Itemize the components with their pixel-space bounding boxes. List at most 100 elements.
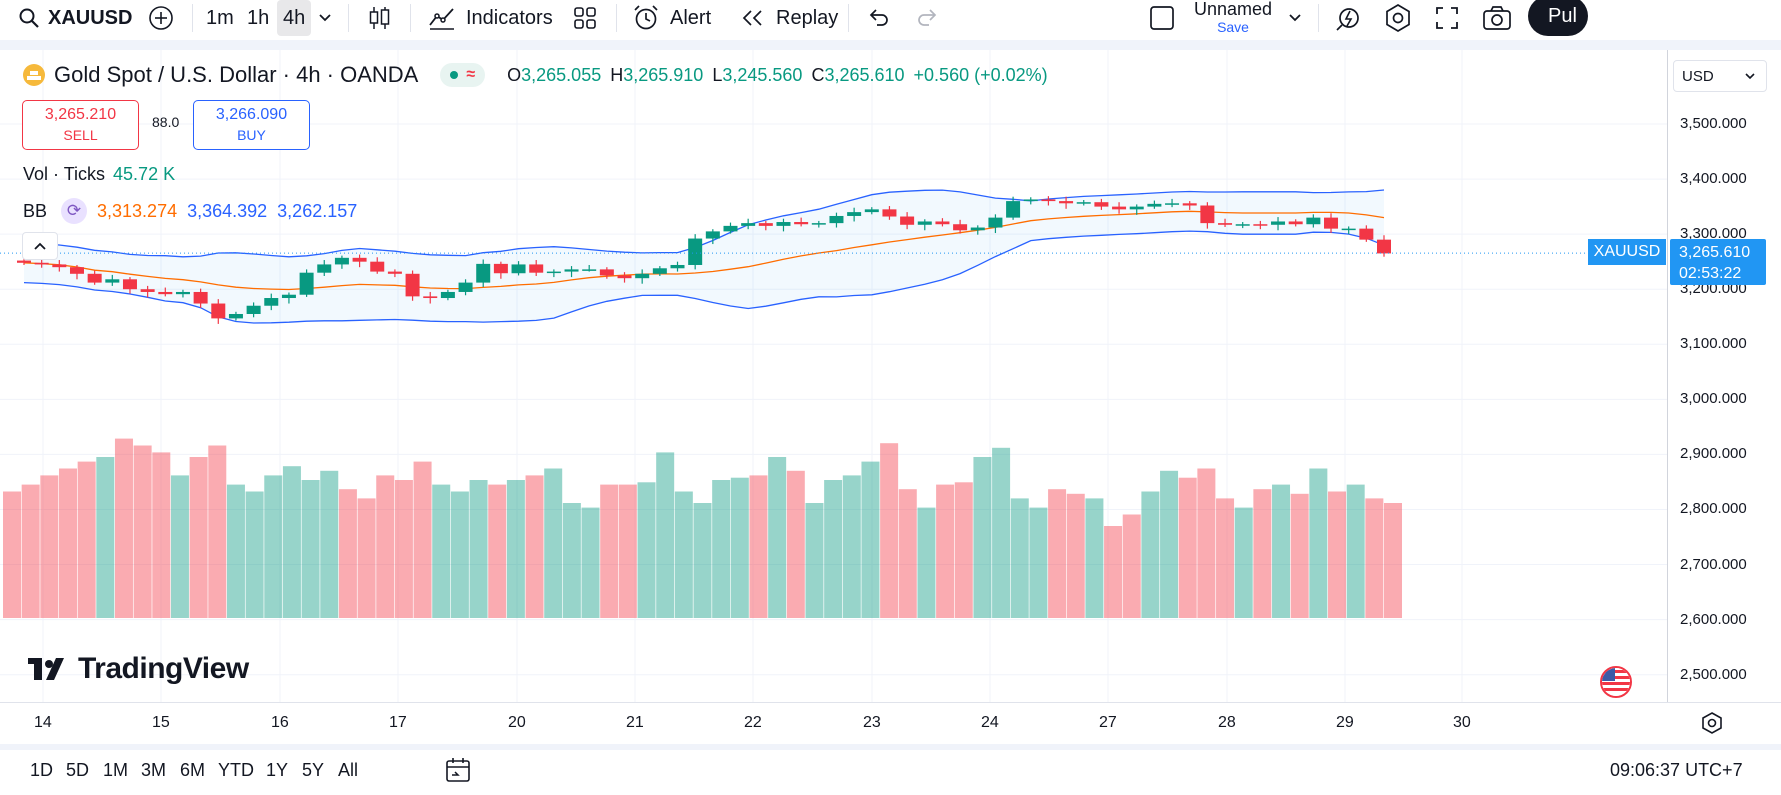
volume-bar <box>264 475 283 618</box>
candle-body <box>352 257 367 262</box>
volume-bar <box>226 484 245 618</box>
currency-select[interactable]: USD <box>1673 60 1767 92</box>
layout-dropdown[interactable] <box>1288 0 1302 36</box>
time-axis-label: 21 <box>626 714 644 731</box>
range-button-5y[interactable]: 5Y <box>302 760 325 780</box>
range-button-1d[interactable]: 1D <box>30 760 54 780</box>
time-axis-label: 14 <box>34 714 52 731</box>
candle-body <box>935 221 950 225</box>
timezone-clock[interactable]: 09:06:37 UTC+7 <box>1610 760 1743 780</box>
volume-bar <box>413 461 432 618</box>
volume-bar <box>1160 470 1179 618</box>
price-chart[interactable] <box>0 50 1667 702</box>
undo-button[interactable] <box>866 0 890 36</box>
layouts-button[interactable] <box>572 0 598 36</box>
quick-search-button[interactable] <box>1334 0 1362 36</box>
volume-bar <box>917 507 936 618</box>
collapse-legend-button[interactable] <box>22 232 58 260</box>
volume-bar <box>40 475 59 618</box>
time-axis-label: 20 <box>508 714 526 731</box>
interval-1h[interactable]: 1h <box>247 6 270 29</box>
volume-bar <box>1197 468 1216 618</box>
search-icon <box>18 7 40 29</box>
date-range-button[interactable] <box>444 756 472 789</box>
volume-bar <box>450 491 469 618</box>
snapshot-button[interactable] <box>1482 0 1512 36</box>
indicators-label: Indicators <box>466 6 553 29</box>
indicators-button[interactable]: Indicators <box>428 0 553 36</box>
interval-1m[interactable]: 1m <box>206 6 234 29</box>
range-button-6m[interactable]: 6M <box>180 760 206 780</box>
last-price-tag: 3,265.610 02:53:22 <box>1670 239 1766 285</box>
replay-button[interactable]: Replay <box>740 0 838 36</box>
layout-checkbox[interactable] <box>1148 0 1176 36</box>
ohlc-values: O3,265.055 H3,265.910 L3,245.560 C3,265.… <box>507 65 1048 86</box>
volume-legend[interactable]: Vol · Ticks 45.72 K <box>23 164 175 185</box>
us-flag-icon[interactable] <box>1600 666 1632 698</box>
candle-body <box>529 264 544 273</box>
candle-body <box>705 231 720 239</box>
volume-bar <box>600 484 619 618</box>
layout-name-button[interactable]: Unnamed Save <box>1194 0 1272 38</box>
candle-body <box>122 279 137 290</box>
chart-type-button[interactable] <box>366 0 392 36</box>
legend-title: Gold Spot / U.S. Dollar · 4h · OANDA <box>54 62 419 87</box>
candle-body <box>688 238 703 265</box>
rewind-icon <box>740 7 766 29</box>
candle-body <box>281 294 296 299</box>
range-button-3m[interactable]: 3M <box>141 760 167 780</box>
volume-bar <box>712 480 731 618</box>
refresh-icon[interactable]: ⟳ <box>61 198 88 224</box>
price-scale-label: 2,900.000 <box>1680 445 1747 463</box>
range-button-1y[interactable]: 1Y <box>266 760 289 780</box>
tradingview-logo[interactable]: TradingView <box>28 652 249 686</box>
volume-bar <box>1384 503 1402 618</box>
candle-body <box>17 260 31 263</box>
candle-body <box>34 262 49 265</box>
candle-body <box>1271 221 1286 225</box>
toolbar-divider <box>348 4 349 32</box>
candle-body <box>1006 201 1021 218</box>
interval-dropdown[interactable] <box>318 0 332 36</box>
volume-bar <box>170 475 189 618</box>
candles-icon <box>366 5 392 31</box>
alert-button[interactable]: Alert <box>632 0 711 36</box>
publish-button[interactable]: Pul <box>1528 0 1588 36</box>
symbol-search[interactable]: XAUUSD <box>18 0 132 36</box>
bb-legend[interactable]: BB ⟳ 3,313.274 3,364.392 3,262.157 <box>23 198 357 224</box>
volume-bar <box>1253 489 1272 618</box>
sell-button[interactable]: 3,265.210 SELL <box>22 100 139 150</box>
interval-4h[interactable]: 4h <box>277 0 312 36</box>
range-button-ytd[interactable]: YTD <box>218 760 254 780</box>
volume-bar <box>282 466 301 618</box>
chevron-down-icon <box>1288 11 1302 25</box>
axis-settings-button[interactable] <box>1700 711 1724 740</box>
volume-bar <box>376 475 395 618</box>
redo-icon <box>916 7 940 29</box>
volume-bar <box>637 482 656 618</box>
approx-icon: ≈ <box>466 66 476 83</box>
range-button-1m[interactable]: 1M <box>103 760 129 780</box>
candle-body <box>1041 199 1056 202</box>
candle-body <box>1377 239 1391 254</box>
volume-bar <box>1346 484 1365 618</box>
fullscreen-button[interactable] <box>1434 0 1460 36</box>
bb-upper-value: 3,364.392 <box>187 200 268 221</box>
market-status-pill[interactable]: ≈ <box>440 63 486 87</box>
volume-bar <box>1029 507 1048 618</box>
volume-bar <box>544 468 563 618</box>
gold-icon <box>22 63 46 87</box>
volume-bar <box>338 489 357 618</box>
price-scale-label: 2,600.000 <box>1680 610 1747 628</box>
range-button-5d[interactable]: 5D <box>66 760 90 780</box>
range-button-all[interactable]: All <box>338 760 359 780</box>
candle-body <box>864 209 879 213</box>
redo-button[interactable] <box>916 0 940 36</box>
compare-symbol-button[interactable] <box>148 0 174 36</box>
buy-button[interactable]: 3,266.090 BUY <box>193 100 310 150</box>
bb-basis-value: 3,313.274 <box>97 200 178 221</box>
volume-bar <box>96 457 115 618</box>
candle-body <box>228 313 243 319</box>
candle-body <box>1235 224 1250 226</box>
settings-button[interactable] <box>1383 0 1413 36</box>
